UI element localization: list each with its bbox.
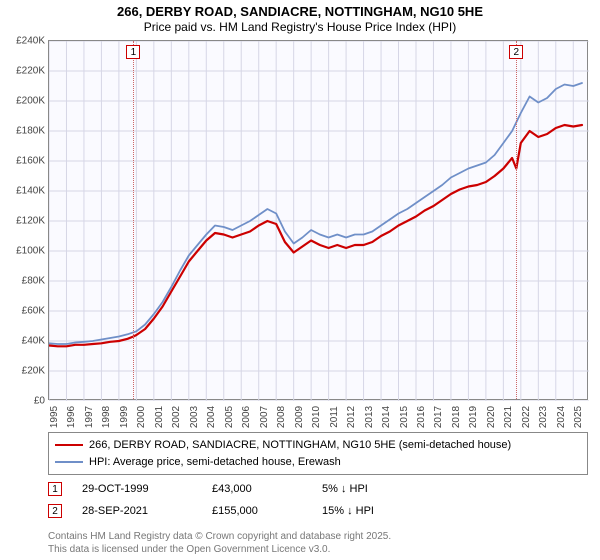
x-axis-label: 2019: [468, 406, 479, 428]
legend-swatch-hpi: [55, 461, 83, 463]
x-axis-label: 1998: [101, 406, 112, 428]
x-axis-label: 2012: [346, 406, 357, 428]
sale-event-row: 2 28-SEP-2021 £155,000 15% ↓ HPI: [48, 500, 588, 522]
x-axis-label: 2024: [556, 406, 567, 428]
x-axis-label: 2005: [224, 406, 235, 428]
event-marker-icon: 2: [48, 504, 62, 518]
x-axis-label: 1996: [66, 406, 77, 428]
x-axis-label: 1997: [84, 406, 95, 428]
event-date: 28-SEP-2021: [82, 505, 192, 517]
y-axis-label: £80K: [22, 276, 45, 287]
x-axis-label: 2021: [503, 406, 514, 428]
event-marker-line: [133, 41, 134, 399]
y-axis-label: £160K: [16, 156, 45, 167]
x-axis-label: 2023: [538, 406, 549, 428]
event-vs-hpi: 5% ↓ HPI: [322, 483, 432, 495]
x-axis-label: 2004: [206, 406, 217, 428]
chart-container: 266, DERBY ROAD, SANDIACRE, NOTTINGHAM, …: [0, 0, 600, 560]
event-marker-icon: 1: [48, 482, 62, 496]
y-axis-label: £100K: [16, 246, 45, 257]
chart-title-address: 266, DERBY ROAD, SANDIACRE, NOTTINGHAM, …: [0, 4, 600, 19]
x-axis-label: 2022: [521, 406, 532, 428]
event-marker-icon: 2: [509, 45, 523, 59]
y-axis-label: £0: [34, 396, 45, 407]
y-axis-label: £240K: [16, 36, 45, 47]
event-marker-icon: 1: [126, 45, 140, 59]
x-axis-label: 2003: [189, 406, 200, 428]
legend-item-hpi: HPI: Average price, semi-detached house,…: [55, 454, 581, 471]
copyright-footer: Contains HM Land Registry data © Crown c…: [48, 531, 588, 556]
x-axis-label: 2002: [171, 406, 182, 428]
x-axis-label: 1999: [119, 406, 130, 428]
chart-subtitle: Price paid vs. HM Land Registry's House …: [0, 20, 600, 34]
x-axis-label: 2006: [241, 406, 252, 428]
chart-plot-area: £0£20K£40K£60K£80K£100K£120K£140K£160K£1…: [48, 40, 588, 400]
event-marker-line: [516, 41, 517, 399]
x-axis-label: 2020: [486, 406, 497, 428]
x-axis-label: 2013: [364, 406, 375, 428]
event-date: 29-OCT-1999: [82, 483, 192, 495]
x-axis-label: 2001: [154, 406, 165, 428]
x-axis-label: 2000: [136, 406, 147, 428]
sale-events-block: 1 29-OCT-1999 £43,000 5% ↓ HPI 2 28-SEP-…: [48, 478, 588, 522]
y-axis-label: £140K: [16, 186, 45, 197]
y-axis-label: £40K: [22, 336, 45, 347]
y-axis-label: £60K: [22, 306, 45, 317]
x-axis-label: 2018: [451, 406, 462, 428]
x-axis-label: 2010: [311, 406, 322, 428]
legend-swatch-price-paid: [55, 444, 83, 446]
y-axis-label: £200K: [16, 96, 45, 107]
legend-label-hpi: HPI: Average price, semi-detached house,…: [89, 454, 341, 471]
y-axis-label: £20K: [22, 366, 45, 377]
y-axis-label: £120K: [16, 216, 45, 227]
legend-item-price-paid: 266, DERBY ROAD, SANDIACRE, NOTTINGHAM, …: [55, 437, 581, 454]
x-axis-label: 2025: [573, 406, 584, 428]
x-axis-label: 2016: [416, 406, 427, 428]
event-price: £43,000: [212, 483, 302, 495]
x-axis-label: 2015: [399, 406, 410, 428]
chart-svg: [49, 41, 589, 401]
event-vs-hpi: 15% ↓ HPI: [322, 505, 432, 517]
event-price: £155,000: [212, 505, 302, 517]
y-axis-label: £180K: [16, 126, 45, 137]
footer-line-2: This data is licensed under the Open Gov…: [48, 544, 588, 557]
x-axis-label: 2009: [294, 406, 305, 428]
x-axis-label: 2007: [259, 406, 270, 428]
y-axis-label: £220K: [16, 66, 45, 77]
x-axis-label: 2014: [381, 406, 392, 428]
footer-line-1: Contains HM Land Registry data © Crown c…: [48, 531, 588, 544]
x-axis-label: 1995: [49, 406, 60, 428]
x-axis-label: 2011: [329, 406, 340, 428]
title-block: 266, DERBY ROAD, SANDIACRE, NOTTINGHAM, …: [0, 0, 600, 34]
legend-label-price-paid: 266, DERBY ROAD, SANDIACRE, NOTTINGHAM, …: [89, 437, 511, 454]
sale-event-row: 1 29-OCT-1999 £43,000 5% ↓ HPI: [48, 478, 588, 500]
x-axis-label: 2008: [276, 406, 287, 428]
legend-box: 266, DERBY ROAD, SANDIACRE, NOTTINGHAM, …: [48, 432, 588, 475]
x-axis-label: 2017: [433, 406, 444, 428]
